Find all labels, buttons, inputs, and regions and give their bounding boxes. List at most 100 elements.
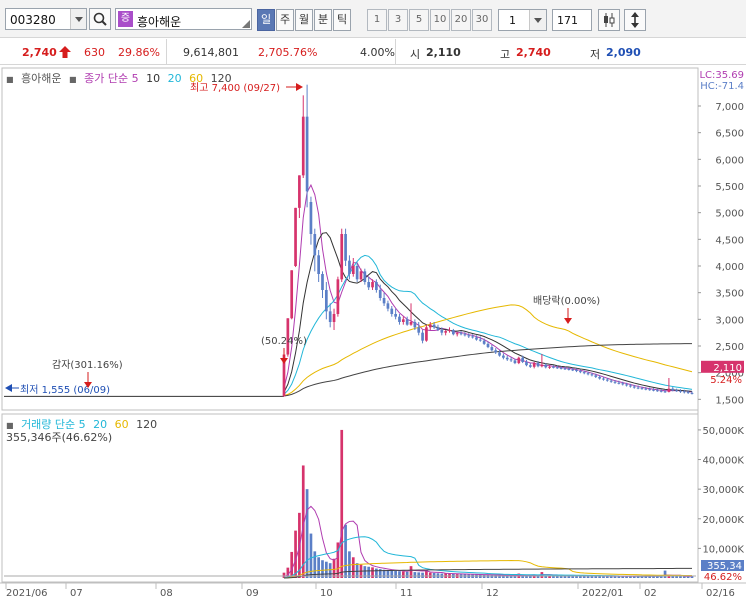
unit-selector[interactable]: 1	[498, 9, 547, 31]
count-input[interactable]: 171	[552, 9, 592, 31]
volume-bar	[675, 576, 678, 578]
corner-dropdown-icon[interactable]	[242, 20, 250, 28]
chevron-down-icon	[75, 17, 83, 22]
interval-tab-3[interactable]: 10	[430, 9, 450, 31]
x-tick-label: 12	[486, 588, 499, 599]
price-tick-label: 4,000	[715, 262, 744, 273]
volume-bar	[405, 571, 409, 578]
candle-body	[682, 391, 686, 393]
candle-body	[413, 322, 417, 328]
left-arrow-icon	[5, 384, 12, 392]
candle-body	[463, 334, 467, 336]
candle-body	[401, 319, 405, 322]
current-price-tag: 2,110	[713, 363, 742, 374]
x-tick-label: 09	[246, 588, 259, 599]
volume-bar	[617, 576, 621, 578]
volume-bar	[367, 566, 371, 578]
vertical-resize-button[interactable]	[624, 9, 646, 31]
period-tab-0[interactable]: 일	[257, 9, 275, 31]
candle-body	[421, 332, 424, 341]
volume-bar	[328, 563, 332, 578]
period-tab-1[interactable]: 주	[276, 9, 294, 31]
candle-style-button[interactable]	[598, 9, 620, 31]
candle-body	[494, 350, 498, 353]
candle-body	[667, 388, 671, 392]
volume-bar	[629, 576, 632, 578]
candle-body	[409, 322, 413, 325]
volume-bar	[613, 576, 617, 578]
chart-svg[interactable]: 1,500 2,000 2,500 3,000 3,500 4,000 4,500 5,000…	[0, 66, 746, 604]
candle-body	[428, 324, 432, 328]
chevron-down-icon	[534, 18, 542, 23]
price-change: 630	[84, 46, 105, 59]
price-tick-label: 4,500	[715, 235, 744, 246]
candle-body	[405, 319, 409, 325]
annotation-dividend: 배당락(0.00%)	[533, 295, 600, 307]
volume-bar	[690, 576, 694, 578]
chart-area[interactable]: 1,500 2,000 2,500 3,000 3,500 4,000 4,500 5,000…	[0, 66, 746, 604]
candle-body	[686, 391, 690, 393]
candle-body	[567, 368, 571, 370]
volume-bar	[663, 570, 667, 578]
volume-bar	[490, 575, 494, 578]
down-arrow-icon	[280, 358, 288, 364]
volume-bar	[336, 542, 340, 578]
price-tick-label: 5,500	[715, 182, 744, 193]
up-arrow-icon	[59, 46, 71, 58]
low-value: 2,090	[606, 46, 641, 59]
price-tick-label: 6,000	[715, 155, 744, 166]
volume-bar	[398, 571, 401, 578]
volume-bar	[390, 570, 394, 578]
turnover-pct: 4.00%	[360, 46, 395, 59]
volume-bar	[409, 566, 413, 578]
volume-bar	[594, 576, 598, 578]
interval-tab-5[interactable]: 30	[472, 9, 492, 31]
candle-body	[659, 390, 663, 392]
candle-body	[636, 387, 640, 389]
unit-value: 1	[509, 14, 516, 27]
interval-tab-4[interactable]: 20	[451, 9, 471, 31]
legend-ma10: 10	[146, 72, 161, 85]
candle-body	[652, 389, 655, 391]
x-tick-label: 07	[70, 588, 83, 599]
stock-code-input[interactable]: 003280	[5, 8, 87, 30]
period-tab-2[interactable]: 월	[295, 9, 313, 31]
candle-body	[378, 290, 382, 298]
volume-bar	[340, 429, 344, 578]
right-arrow-icon	[296, 83, 303, 91]
search-button[interactable]	[89, 8, 111, 30]
unit-dropdown-button[interactable]	[529, 10, 546, 30]
candle-body	[336, 279, 340, 314]
price-legend: ■ 흥아해운 ■ 종가 단순 5 10 20 60 120	[6, 72, 232, 85]
interval-tab-1[interactable]: 3	[388, 9, 408, 31]
volume-bar	[417, 572, 421, 578]
interval-tab-2[interactable]: 5	[409, 9, 429, 31]
candle-body	[490, 347, 494, 351]
volume-bar	[502, 575, 505, 578]
quote-bar: 2,740 630 29.86% 9,614,801 2,705.76% 4.0…	[0, 39, 746, 65]
period-tab-4[interactable]: 틱	[333, 9, 351, 31]
candle-body	[648, 389, 652, 391]
candle-body	[452, 330, 455, 335]
candle-body	[332, 314, 336, 322]
volume-bar	[671, 576, 675, 578]
candle-body	[590, 374, 594, 376]
volume-bar	[682, 576, 686, 578]
volume-bar	[640, 576, 644, 578]
interval-tab-0[interactable]: 1	[367, 9, 387, 31]
x-tick-label: 2021/06	[6, 588, 48, 599]
ma60-line	[283, 304, 693, 397]
volume-bar	[309, 533, 313, 578]
stock-name-field[interactable]: 증 흥아해운	[115, 8, 252, 30]
period-tab-3[interactable]: 분	[314, 9, 332, 31]
candle-body	[348, 260, 351, 274]
candle-body	[594, 375, 598, 377]
stock-code-dropdown-button[interactable]	[70, 9, 86, 29]
volume-bar	[290, 551, 294, 578]
volume-bar	[378, 569, 382, 578]
volume-bar	[621, 576, 625, 578]
volume-bar	[432, 572, 436, 578]
x-tick-label: 10	[320, 588, 333, 599]
candle-body	[375, 282, 378, 290]
